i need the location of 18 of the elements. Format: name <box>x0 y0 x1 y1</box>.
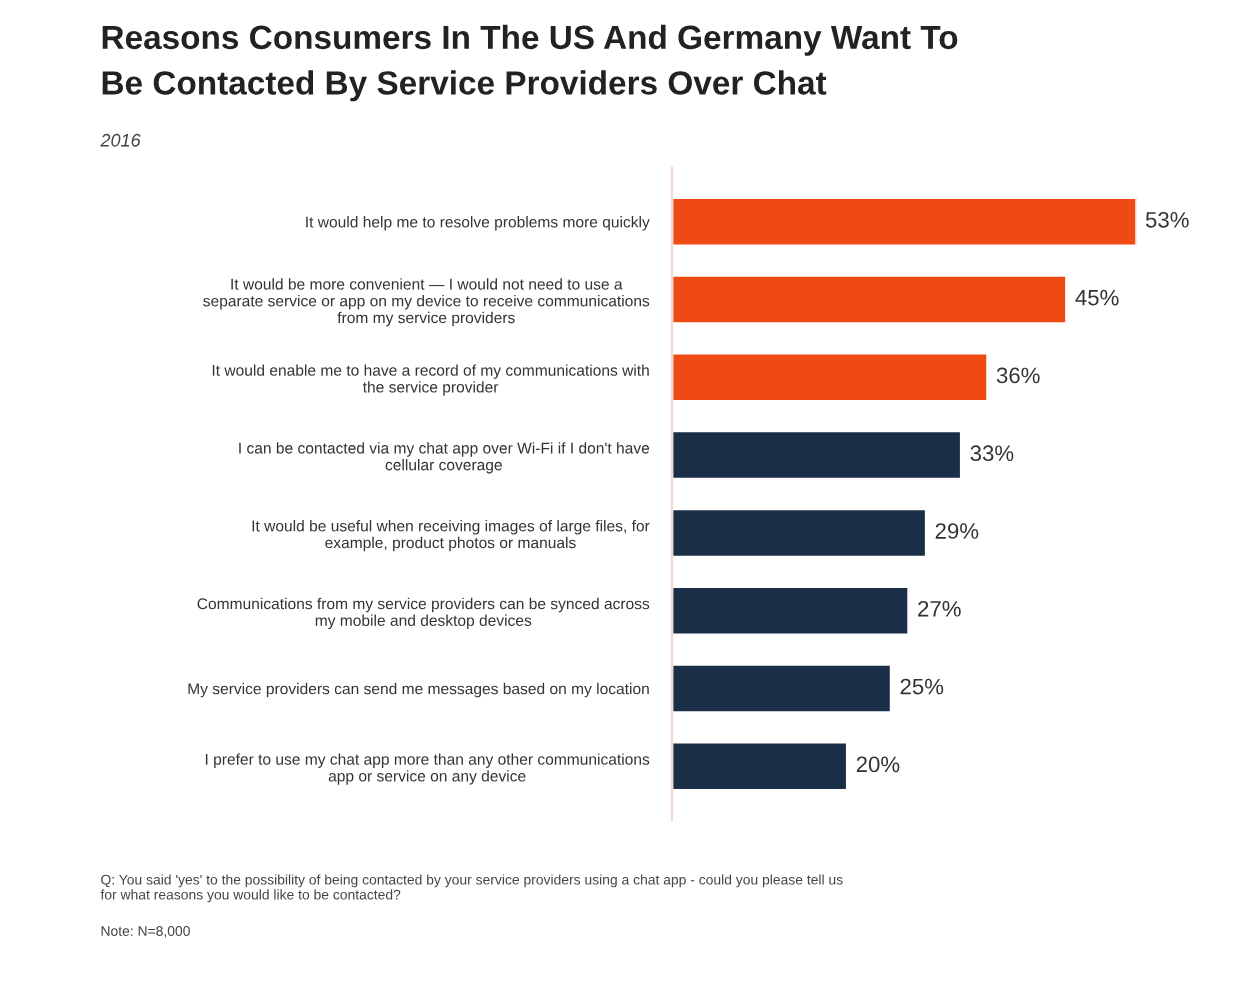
data-label: 33% <box>970 445 1014 462</box>
data-label: 25% <box>900 678 944 695</box>
data-label: 27% <box>918 600 961 617</box>
data-label: 45% <box>1075 289 1119 306</box>
bar <box>671 507 928 559</box>
bar <box>671 196 1137 248</box>
bar <box>671 740 849 792</box>
text: 2016 <box>100 133 141 147</box>
data-label: 53% <box>1145 211 1189 228</box>
data-label: 36% <box>996 367 1040 384</box>
bar <box>671 429 963 481</box>
bar <box>671 351 990 403</box>
bar <box>671 662 893 714</box>
bar <box>671 585 911 637</box>
chart-title: Reasons Consumers In The US And Germany Want To Be Contacted By Service Providers Over Chat <box>102 24 958 102</box>
bar <box>671 274 1068 326</box>
data-label: 29% <box>935 523 979 539</box>
data-label: 20% <box>856 756 900 773</box>
